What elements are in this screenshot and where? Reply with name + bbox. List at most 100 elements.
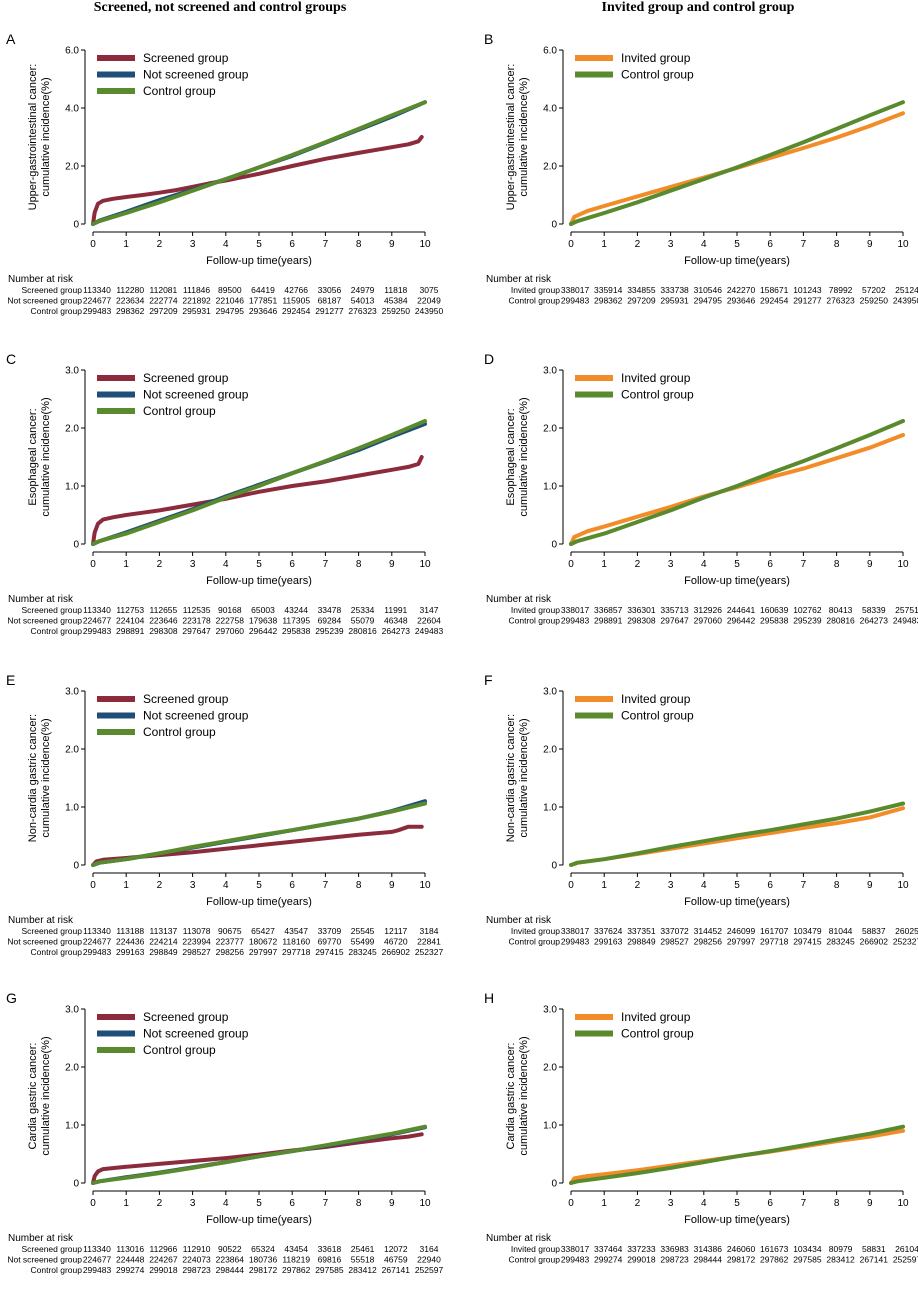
y-tick-label: 1.0 xyxy=(65,1121,79,1132)
risk-value: 336983 xyxy=(660,1244,689,1254)
risk-value: 223634 xyxy=(116,296,145,306)
x-tick-label: 3 xyxy=(190,559,196,570)
risk-value: 224436 xyxy=(116,937,145,947)
x-tick-label: 2 xyxy=(157,239,163,250)
risk-value: 299274 xyxy=(594,1255,623,1265)
risk-value: 180736 xyxy=(249,1255,278,1265)
x-tick-label: 5 xyxy=(256,1198,262,1209)
x-tick-label: 3 xyxy=(190,239,196,250)
x-axis-title: Follow-up time(years) xyxy=(684,255,790,267)
risk-value: 90168 xyxy=(218,605,242,615)
risk-value: 297718 xyxy=(760,937,789,947)
panel-letter: F xyxy=(484,672,493,688)
risk-value: 89500 xyxy=(218,285,242,295)
series-line-control xyxy=(569,1124,905,1185)
risk-row-label: Screened group xyxy=(22,285,83,295)
x-tick-label: 4 xyxy=(701,559,707,570)
risk-value: 298256 xyxy=(694,937,723,947)
risk-value: 298256 xyxy=(216,947,245,957)
risk-value: 299483 xyxy=(83,947,112,957)
legend-label: Not screened group xyxy=(143,388,249,402)
x-tick-label: 7 xyxy=(323,239,329,250)
risk-value: 298723 xyxy=(182,1265,211,1275)
x-tick-label: 6 xyxy=(289,880,295,891)
risk-value: 55518 xyxy=(351,1255,375,1265)
x-tick-label: 0 xyxy=(90,559,96,570)
risk-row-label: Control group xyxy=(30,947,82,957)
x-tick-label: 2 xyxy=(157,559,163,570)
risk-value: 11991 xyxy=(384,605,407,615)
risk-value: 243950 xyxy=(893,296,918,306)
risk-value: 298308 xyxy=(627,616,656,626)
panel-letter: C xyxy=(6,351,16,367)
x-tick-label: 0 xyxy=(568,880,574,891)
risk-value: 113340 xyxy=(83,285,111,295)
risk-row-label: Control group xyxy=(508,616,560,626)
x-tick-label: 8 xyxy=(356,880,362,891)
risk-value: 117395 xyxy=(282,616,310,626)
x-tick-label: 2 xyxy=(157,1198,163,1209)
risk-value: 266902 xyxy=(860,937,889,947)
y-tick-label: 6.0 xyxy=(65,46,79,57)
risk-value: 33618 xyxy=(318,1244,342,1254)
risk-value: 299018 xyxy=(627,1255,656,1265)
risk-value: 224104 xyxy=(116,616,145,626)
x-tick-label: 8 xyxy=(356,559,362,570)
y-tick-label: 3.0 xyxy=(65,687,79,698)
right-column-header: Invited group and control group xyxy=(601,0,795,15)
risk-row-label: Control group xyxy=(508,296,560,306)
x-tick-label: 3 xyxy=(668,239,674,250)
risk-value: 297997 xyxy=(249,947,278,957)
risk-value: 243950 xyxy=(415,306,444,316)
x-tick-label: 2 xyxy=(157,880,163,891)
series-line-screened xyxy=(91,455,424,546)
x-tick-label: 1 xyxy=(601,239,607,250)
risk-value: 161707 xyxy=(760,926,789,936)
legend-label: Screened group xyxy=(143,51,229,65)
chart-svg-h: H 0 1.0 2.0 3.0 0 1 2 3 4 5 6 7 8 9 10 Cardia gastric ca… xyxy=(484,990,918,1265)
risk-value: 115905 xyxy=(282,296,310,306)
x-tick-label: 7 xyxy=(323,1198,329,1209)
risk-value: 113340 xyxy=(83,605,111,615)
x-tick-label: 4 xyxy=(223,880,229,891)
x-tick-label: 2 xyxy=(635,880,641,891)
risk-value: 294795 xyxy=(694,296,723,306)
risk-value: 298172 xyxy=(249,1265,278,1275)
x-tick-label: 1 xyxy=(601,880,607,891)
risk-value: 249483 xyxy=(893,616,918,626)
x-tick-label: 7 xyxy=(801,880,807,891)
risk-row-label: Invited group xyxy=(511,605,560,615)
x-tick-label: 9 xyxy=(867,880,873,891)
risk-value: 3184 xyxy=(420,926,439,936)
risk-value: 26025 xyxy=(895,926,918,936)
x-tick-label: 6 xyxy=(767,239,773,250)
risk-value: 22940 xyxy=(417,1255,441,1265)
risk-value: 259250 xyxy=(382,306,411,316)
y-tick-label: 2.0 xyxy=(543,162,557,173)
y-tick-label: 1.0 xyxy=(543,482,557,493)
risk-value: 43454 xyxy=(284,1244,308,1254)
risk-value: 297997 xyxy=(727,937,756,947)
risk-value: 338017 xyxy=(561,1244,590,1254)
risk-value: 297862 xyxy=(282,1265,311,1275)
risk-value: 33478 xyxy=(318,605,342,615)
risk-value: 113340 xyxy=(83,1244,111,1254)
x-tick-label: 5 xyxy=(734,559,740,570)
panel-letter: B xyxy=(484,31,493,47)
x-tick-label: 0 xyxy=(568,1198,574,1209)
x-tick-label: 8 xyxy=(834,1198,840,1209)
risk-value: 25334 xyxy=(351,605,375,615)
risk-value: 11818 xyxy=(384,285,407,295)
chart-svg-d: D 0 1.0 2.0 3.0 0 1 2 3 4 5 6 7 8 9 10 Esophageal cancer… xyxy=(484,351,918,626)
panel-letter: G xyxy=(6,990,17,1006)
risk-value: 221892 xyxy=(182,296,211,306)
x-tick-label: 0 xyxy=(90,1198,96,1209)
risk-value: 25124 xyxy=(895,285,918,295)
y-tick-label: 3.0 xyxy=(543,687,557,698)
series-line-screened xyxy=(91,135,424,226)
risk-value: 42766 xyxy=(284,285,308,295)
chart-svg-c: C 0 1.0 2.0 3.0 0 1 2 3 4 5 6 7 8 9 10 Esophageal cancer… xyxy=(6,351,443,636)
risk-row-label: Screened group xyxy=(22,605,83,615)
risk-value: 298444 xyxy=(694,1255,723,1265)
risk-value: 112910 xyxy=(183,1244,211,1254)
